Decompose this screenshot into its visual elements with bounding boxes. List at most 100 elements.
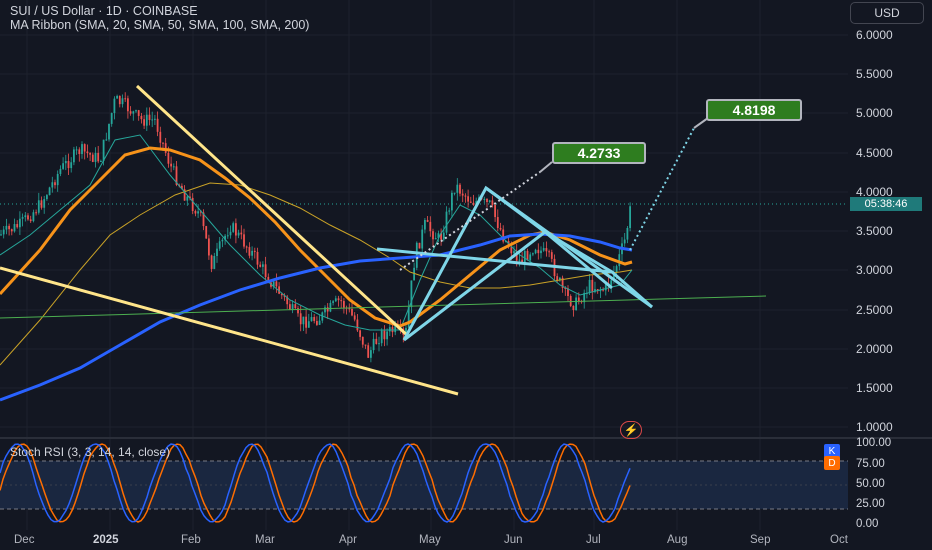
candle-body xyxy=(537,249,540,254)
candle-body xyxy=(129,111,132,114)
candle-body xyxy=(432,231,434,240)
candle-body xyxy=(159,131,162,143)
candle-body xyxy=(100,161,102,163)
price-label: 5.0000 xyxy=(856,106,893,120)
candle-body xyxy=(577,297,580,302)
candle-body xyxy=(494,204,496,218)
candle-body xyxy=(56,173,59,186)
candle-body xyxy=(591,279,594,292)
candle-body xyxy=(10,229,13,232)
candle-body xyxy=(548,251,550,253)
candle-body xyxy=(467,196,469,202)
candle-body xyxy=(59,168,62,174)
candle-body xyxy=(86,151,89,154)
candle-body xyxy=(370,350,372,358)
candle-body xyxy=(267,276,270,283)
candle-body xyxy=(289,304,291,310)
symbol-title[interactable]: SUI / US Dollar · 1D · COINBASE xyxy=(10,4,198,18)
candle-body xyxy=(499,227,502,230)
candle-body xyxy=(529,254,532,261)
flash-icon[interactable]: ⚡ xyxy=(620,421,642,439)
projection-1 xyxy=(399,171,541,271)
candle-body xyxy=(343,301,345,308)
candle-body xyxy=(588,279,591,293)
candle-body xyxy=(29,219,32,222)
candle-body xyxy=(615,266,618,273)
stoch-rsi-title[interactable]: Stoch RSI (3, 3, 14, 14, close) xyxy=(10,445,171,459)
price-label: 2.0000 xyxy=(856,342,893,356)
candle-body xyxy=(275,281,278,287)
candle-body xyxy=(459,184,461,194)
candle-body xyxy=(70,162,73,169)
candle-body xyxy=(307,321,310,328)
target-callout-2[interactable]: 4.8198 xyxy=(706,99,802,121)
candle-body xyxy=(167,152,170,164)
candle-body xyxy=(181,185,183,190)
candle-body xyxy=(64,160,67,164)
candle-body xyxy=(102,139,105,162)
candle-body xyxy=(453,192,456,194)
candle-body xyxy=(137,110,140,116)
candle-body xyxy=(40,200,43,208)
price-label: 3.5000 xyxy=(856,224,893,238)
time-label: Feb xyxy=(181,534,201,546)
candle-body xyxy=(94,152,97,162)
candle-body xyxy=(305,316,307,328)
downtrend-line-lower xyxy=(0,266,459,396)
candle-body xyxy=(321,312,324,321)
candle-body xyxy=(583,292,586,303)
stoch-label: 75.00 xyxy=(856,458,885,470)
candle-body xyxy=(559,277,561,281)
candle-body xyxy=(78,149,81,155)
time-label: Sep xyxy=(750,534,771,546)
callout-1-leader xyxy=(539,161,553,173)
candle-body xyxy=(550,252,553,259)
candle-body xyxy=(89,153,91,155)
candle-body xyxy=(226,235,229,237)
candle-body xyxy=(629,206,631,228)
candle-body xyxy=(221,239,224,242)
candle-body xyxy=(564,287,567,289)
candle-body xyxy=(418,242,421,249)
candle-body xyxy=(116,95,118,99)
price-label: 4.5000 xyxy=(856,146,893,160)
candle-body xyxy=(110,113,113,124)
bar-countdown: 05:38:46 xyxy=(850,197,922,211)
candle-body xyxy=(0,234,2,236)
candle-body xyxy=(121,98,124,105)
candle-body xyxy=(326,307,329,312)
candle-body xyxy=(127,98,129,112)
candle-body xyxy=(483,198,486,200)
candle-body xyxy=(318,320,321,325)
candle-body xyxy=(313,317,316,321)
candle-body xyxy=(186,196,189,201)
candle-body xyxy=(572,305,575,311)
candle-body xyxy=(623,239,626,244)
indicator-title[interactable]: MA Ribbon (SMA, 20, SMA, 50, SMA, 100, S… xyxy=(10,18,310,32)
candle-body xyxy=(140,115,143,120)
candle-body xyxy=(610,280,613,286)
candle-body xyxy=(367,345,370,358)
candle-body xyxy=(24,215,27,218)
candle-body xyxy=(21,217,24,219)
candle-body xyxy=(604,283,607,291)
candle-body xyxy=(383,330,386,340)
candle-body xyxy=(456,184,459,193)
time-label: Aug xyxy=(667,534,688,546)
candle-body xyxy=(189,196,191,198)
time-label: Jun xyxy=(504,534,523,546)
stoch-k-line xyxy=(0,443,631,523)
candle-body xyxy=(521,259,523,263)
candle-body xyxy=(248,247,251,256)
candle-body xyxy=(556,276,559,281)
currency-button[interactable]: USD xyxy=(850,2,924,24)
candle-body xyxy=(175,166,178,185)
candle-body xyxy=(334,298,337,302)
target-callout-1[interactable]: 4.2733 xyxy=(552,142,646,164)
candle-body xyxy=(472,202,475,205)
candle-body xyxy=(183,189,186,201)
candle-body xyxy=(388,327,391,332)
candle-body xyxy=(602,289,604,291)
candle-body xyxy=(124,98,127,100)
